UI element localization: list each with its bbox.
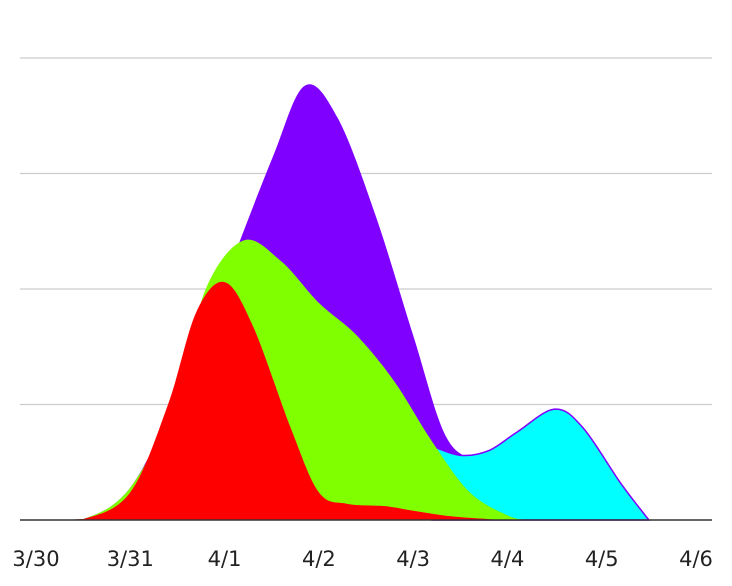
- chart-areas: [36, 84, 651, 521]
- x-tick-label: 4/1: [208, 547, 242, 571]
- area-series-2: [431, 408, 651, 521]
- x-axis-tick-labels: 3/30 3/31 4/1 4/2 4/3 4/4 4/5 4/6: [12, 547, 712, 571]
- x-tick-label: 4/6: [679, 547, 713, 571]
- x-tick-label: 4/5: [585, 547, 619, 571]
- x-tick-label: 4/3: [396, 547, 430, 571]
- area-series-4: [36, 281, 508, 520]
- x-tick-label: 4/4: [491, 547, 525, 571]
- x-tick-label: 3/31: [107, 547, 154, 571]
- x-tick-label: 3/30: [12, 547, 59, 571]
- x-tick-label: 4/2: [302, 547, 336, 571]
